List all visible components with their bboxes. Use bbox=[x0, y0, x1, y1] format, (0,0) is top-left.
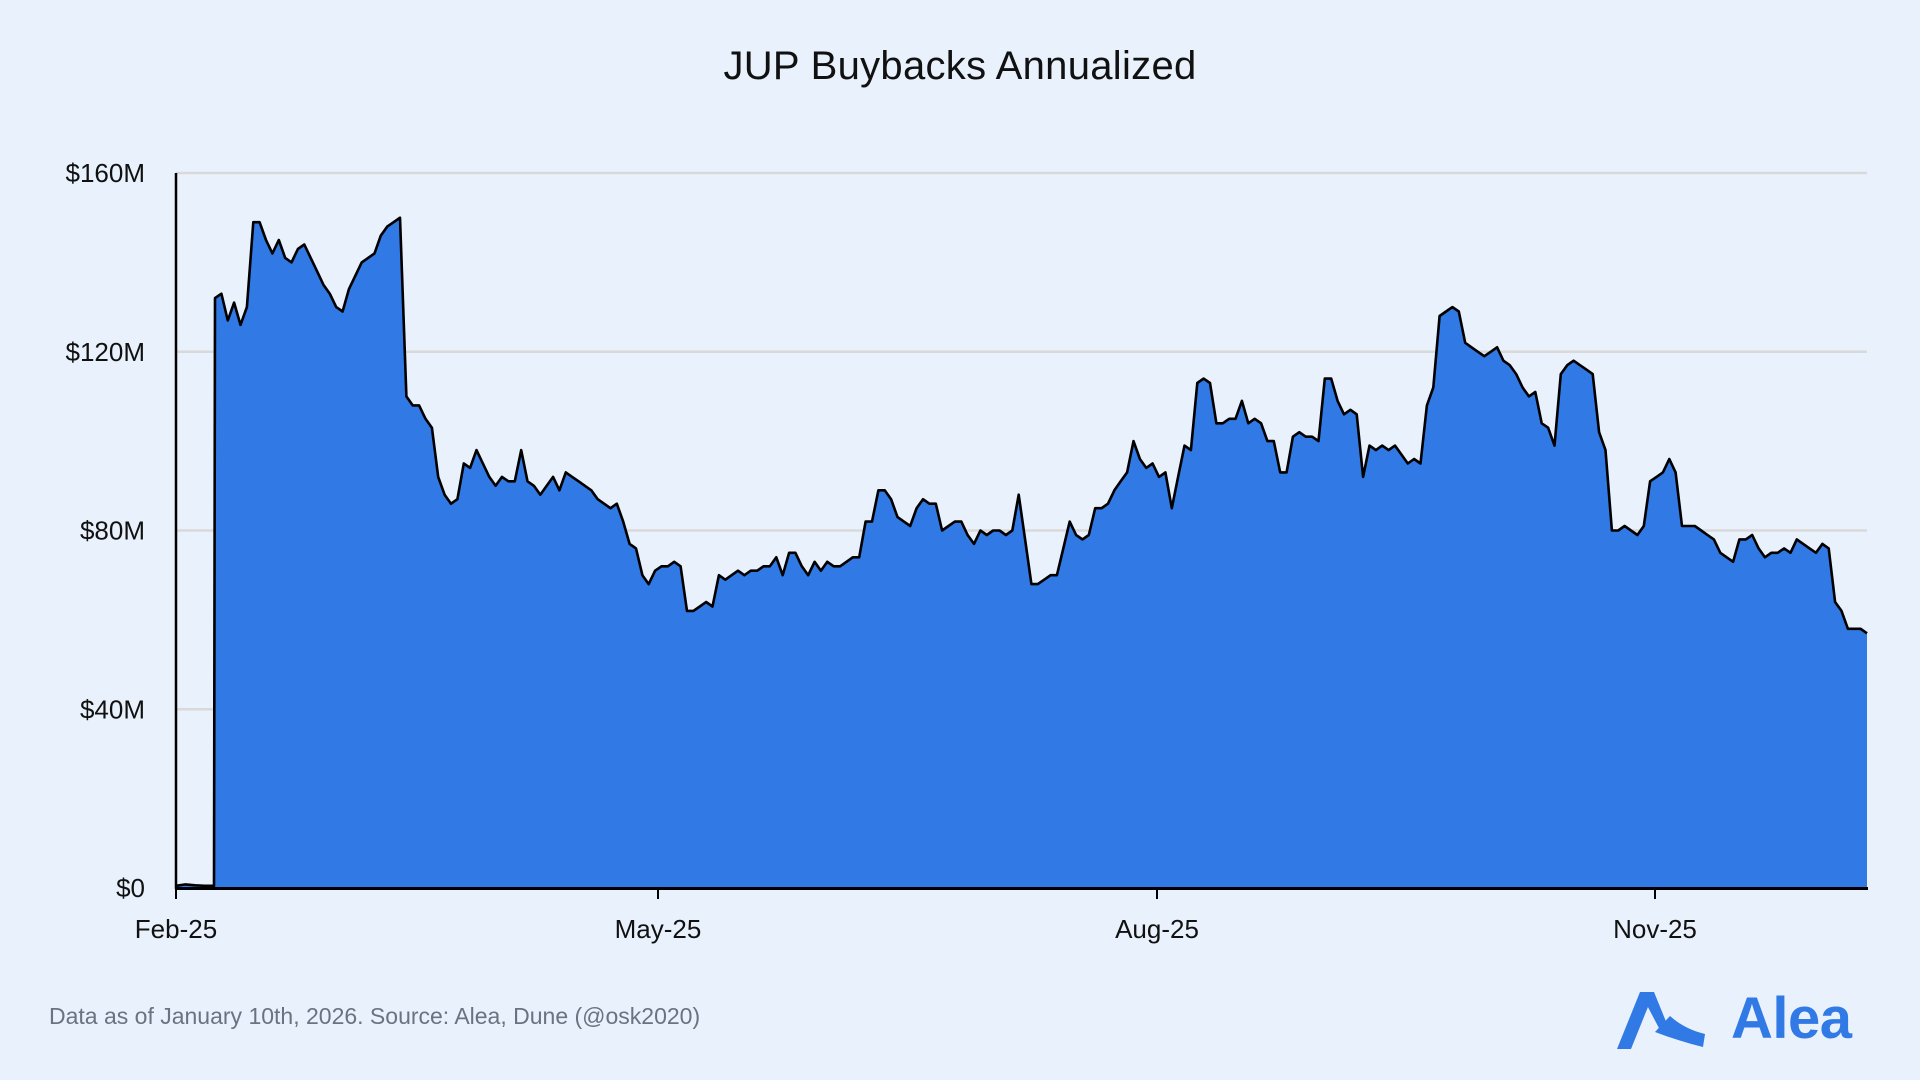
y-tick-label: $120M bbox=[66, 337, 146, 367]
chart-title: JUP Buybacks Annualized bbox=[723, 44, 1197, 88]
y-tick-label: $160M bbox=[66, 158, 146, 188]
alea-logo-text: Alea bbox=[1731, 986, 1852, 1051]
y-tick-label: $80M bbox=[80, 516, 145, 546]
alea-logo: Alea bbox=[1615, 985, 1852, 1052]
x-tick-label: May-25 bbox=[615, 914, 702, 944]
x-tick-label: Aug-25 bbox=[1115, 914, 1199, 944]
y-axis-ticks: $0 $40M $80M $120M $160M bbox=[66, 158, 146, 903]
y-tick-label: $40M bbox=[80, 694, 145, 724]
source-footnote: Data as of January 10th, 2026. Source: A… bbox=[49, 1003, 701, 1029]
y-tick-label: $0 bbox=[116, 873, 145, 903]
alea-logo-icon bbox=[1617, 991, 1705, 1049]
area-fill bbox=[176, 217, 1867, 888]
x-tick-label: Feb-25 bbox=[135, 914, 217, 944]
series-line bbox=[175, 216, 1868, 888]
x-tick-label: Nov-25 bbox=[1613, 914, 1697, 944]
x-axis-ticks: Feb-25 May-25 Aug-25 Nov-25 bbox=[135, 888, 1697, 944]
